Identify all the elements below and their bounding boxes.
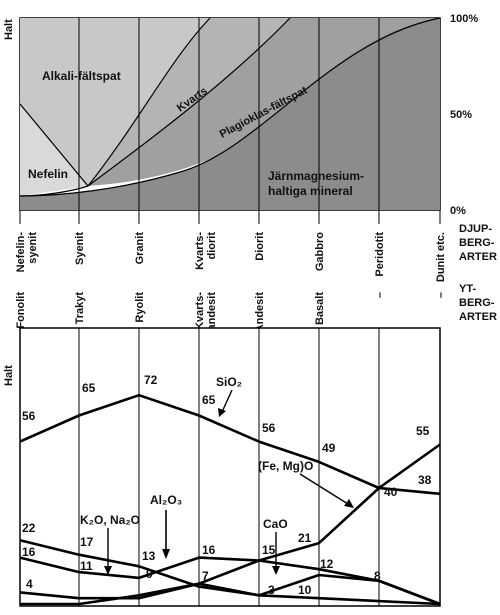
bottom-y-axis-label: Halt	[3, 365, 15, 386]
pct-0: 0%	[450, 205, 466, 217]
arrow-femgo	[299, 473, 349, 505]
arrow-sio2-head	[218, 408, 226, 417]
value-sio2-2: 72	[144, 373, 158, 387]
surface-rock-label-3: Kvarts-	[194, 292, 206, 330]
value-al2o3-4: 15	[262, 543, 276, 557]
surface-rock-label-3-line2: andesit	[206, 292, 218, 331]
deep-header: DJUP- BERG- ARTER	[459, 223, 497, 263]
surface-header-1: YT-	[459, 283, 476, 295]
pct-50: 50%	[450, 109, 472, 121]
deep-header-3: ARTER	[459, 251, 497, 263]
surface-rock-label-0: Fonolit	[15, 292, 27, 329]
series-line-cao	[20, 573, 441, 606]
value-cao-1: 3	[268, 583, 275, 597]
surface-rock-label-6: –	[374, 292, 386, 298]
mineral-chart: Alkali-fältspat Nefelin Kvarts Plagiokla…	[3, 13, 478, 224]
formula-al2o3: Al₂O₃	[150, 493, 182, 507]
label-alkali: Alkali-fältspat	[42, 69, 121, 83]
series-line-k2o-na2o	[19, 538, 441, 606]
top-y-axis-label: Halt	[3, 19, 15, 40]
series-line-sio2	[19, 393, 441, 496]
boundary-plagioklas-jarn	[19, 17, 441, 197]
arrow-k2o-head	[104, 566, 112, 575]
value-femgo-2: 55	[416, 424, 430, 438]
boundary-nefelin	[19, 103, 89, 187]
deep-rock-label-6: Peridotit	[374, 232, 386, 277]
oxide-chart: 56 65 72 65 56 49 40 38 4 21 55 22 17 13 16 11 9 16 15 12 8 7…	[3, 327, 441, 607]
boundary-kvarts-plagioklas	[87, 17, 291, 187]
deep-rock-label-1: Syenit	[74, 232, 86, 265]
top-vertical-lines	[19, 18, 441, 224]
value-al2o3-1: 11	[80, 559, 93, 573]
series-line--fe-mg-o	[19, 443, 441, 600]
deep-rock-label-3-line2: diorit	[206, 232, 218, 260]
surface-rock-label-7: –	[435, 292, 447, 298]
value-k2o-2: 13	[142, 549, 156, 563]
formula-femgo: (Fe, Mg)O	[258, 459, 313, 473]
deep-rock-label-4: Diorit	[254, 232, 266, 261]
value-sio2-0: 56	[22, 409, 36, 423]
surface-rock-label-4: Andesit	[254, 292, 266, 333]
deep-rock-labels: Nefelin-syenit Syenit Granit Kvarts-diorit D…	[15, 232, 447, 282]
surface-header: YT- BERG- ARTER	[459, 283, 497, 323]
boundary-alkali-kvarts	[87, 17, 211, 187]
value-sio2-4: 56	[262, 421, 276, 435]
value-sio2-5: 49	[322, 441, 336, 455]
value-k2o-0: 22	[22, 521, 36, 535]
deep-rock-label-7: Dunit etc.	[435, 232, 447, 282]
value-al2o3-6: 8	[374, 569, 381, 583]
deep-rock-label-5: Gabbro	[314, 232, 326, 271]
deep-rock-label-2: Granit	[134, 232, 146, 265]
value-femgo-0: 4	[26, 577, 33, 591]
formula-k2o: K₂O, Na₂O	[80, 513, 140, 527]
arrow-al2o3-head	[162, 549, 170, 559]
value-sio2-7: 38	[418, 473, 432, 487]
surface-rock-label-2: Ryolit	[134, 292, 146, 323]
boundary-nefelin-bottom	[19, 185, 89, 197]
deep-rock-label-0-line2: syenit	[27, 232, 39, 264]
pct-100: 100%	[450, 13, 478, 25]
value-cao-0: 7	[202, 569, 209, 583]
deep-rock-label-0: Nefelin-	[15, 232, 27, 273]
label-jarn-2: haltiga mineral	[268, 184, 353, 198]
deep-header-1: DJUP-	[459, 223, 492, 235]
surface-rock-label-1: Trakyt	[74, 292, 86, 325]
value-cao-2: 10	[298, 583, 312, 597]
oxide-series	[19, 393, 441, 606]
surface-header-3: ARTER	[459, 311, 497, 323]
surface-header-2: BERG-	[459, 297, 495, 309]
value-al2o3-5: 12	[320, 557, 334, 571]
surface-rock-labels: Fonolit Trakyt Ryolit Kvarts-andesit Andesit…	[15, 292, 447, 333]
arrow-cao-head	[272, 566, 280, 575]
arrow-femgo-head	[344, 499, 354, 508]
region-jarnmagnesium	[20, 18, 440, 210]
formula-sio2: SiO₂	[216, 375, 242, 389]
value-femgo-1: 21	[298, 531, 312, 545]
deep-rock-label-3: Kvarts-	[194, 232, 206, 270]
value-al2o3-0: 16	[22, 545, 36, 559]
label-jarn-1: Järnmagnesium-	[268, 169, 364, 183]
oxide-value-labels: 56 65 72 65 56 49 40 38 4 21 55 22 17 13 16 11 9 16 15 12 8 7…	[22, 373, 432, 597]
region-plagioklas	[88, 18, 440, 186]
region-nefelin	[20, 104, 88, 196]
deep-header-2: BERG-	[459, 237, 495, 249]
arrow-sio2	[221, 389, 233, 413]
value-sio2-6: 40	[384, 485, 398, 499]
formula-cao: CaO	[263, 517, 288, 531]
surface-rock-label-5: Basalt	[314, 292, 326, 325]
value-al2o3-3: 16	[202, 543, 216, 557]
value-sio2-3: 65	[202, 393, 216, 407]
mineral-boundaries	[19, 17, 441, 197]
value-al2o3-2: 9	[146, 567, 153, 581]
value-sio2-1: 65	[82, 381, 96, 395]
label-nefelin: Nefelin	[28, 167, 68, 181]
value-k2o-1: 17	[80, 535, 94, 549]
